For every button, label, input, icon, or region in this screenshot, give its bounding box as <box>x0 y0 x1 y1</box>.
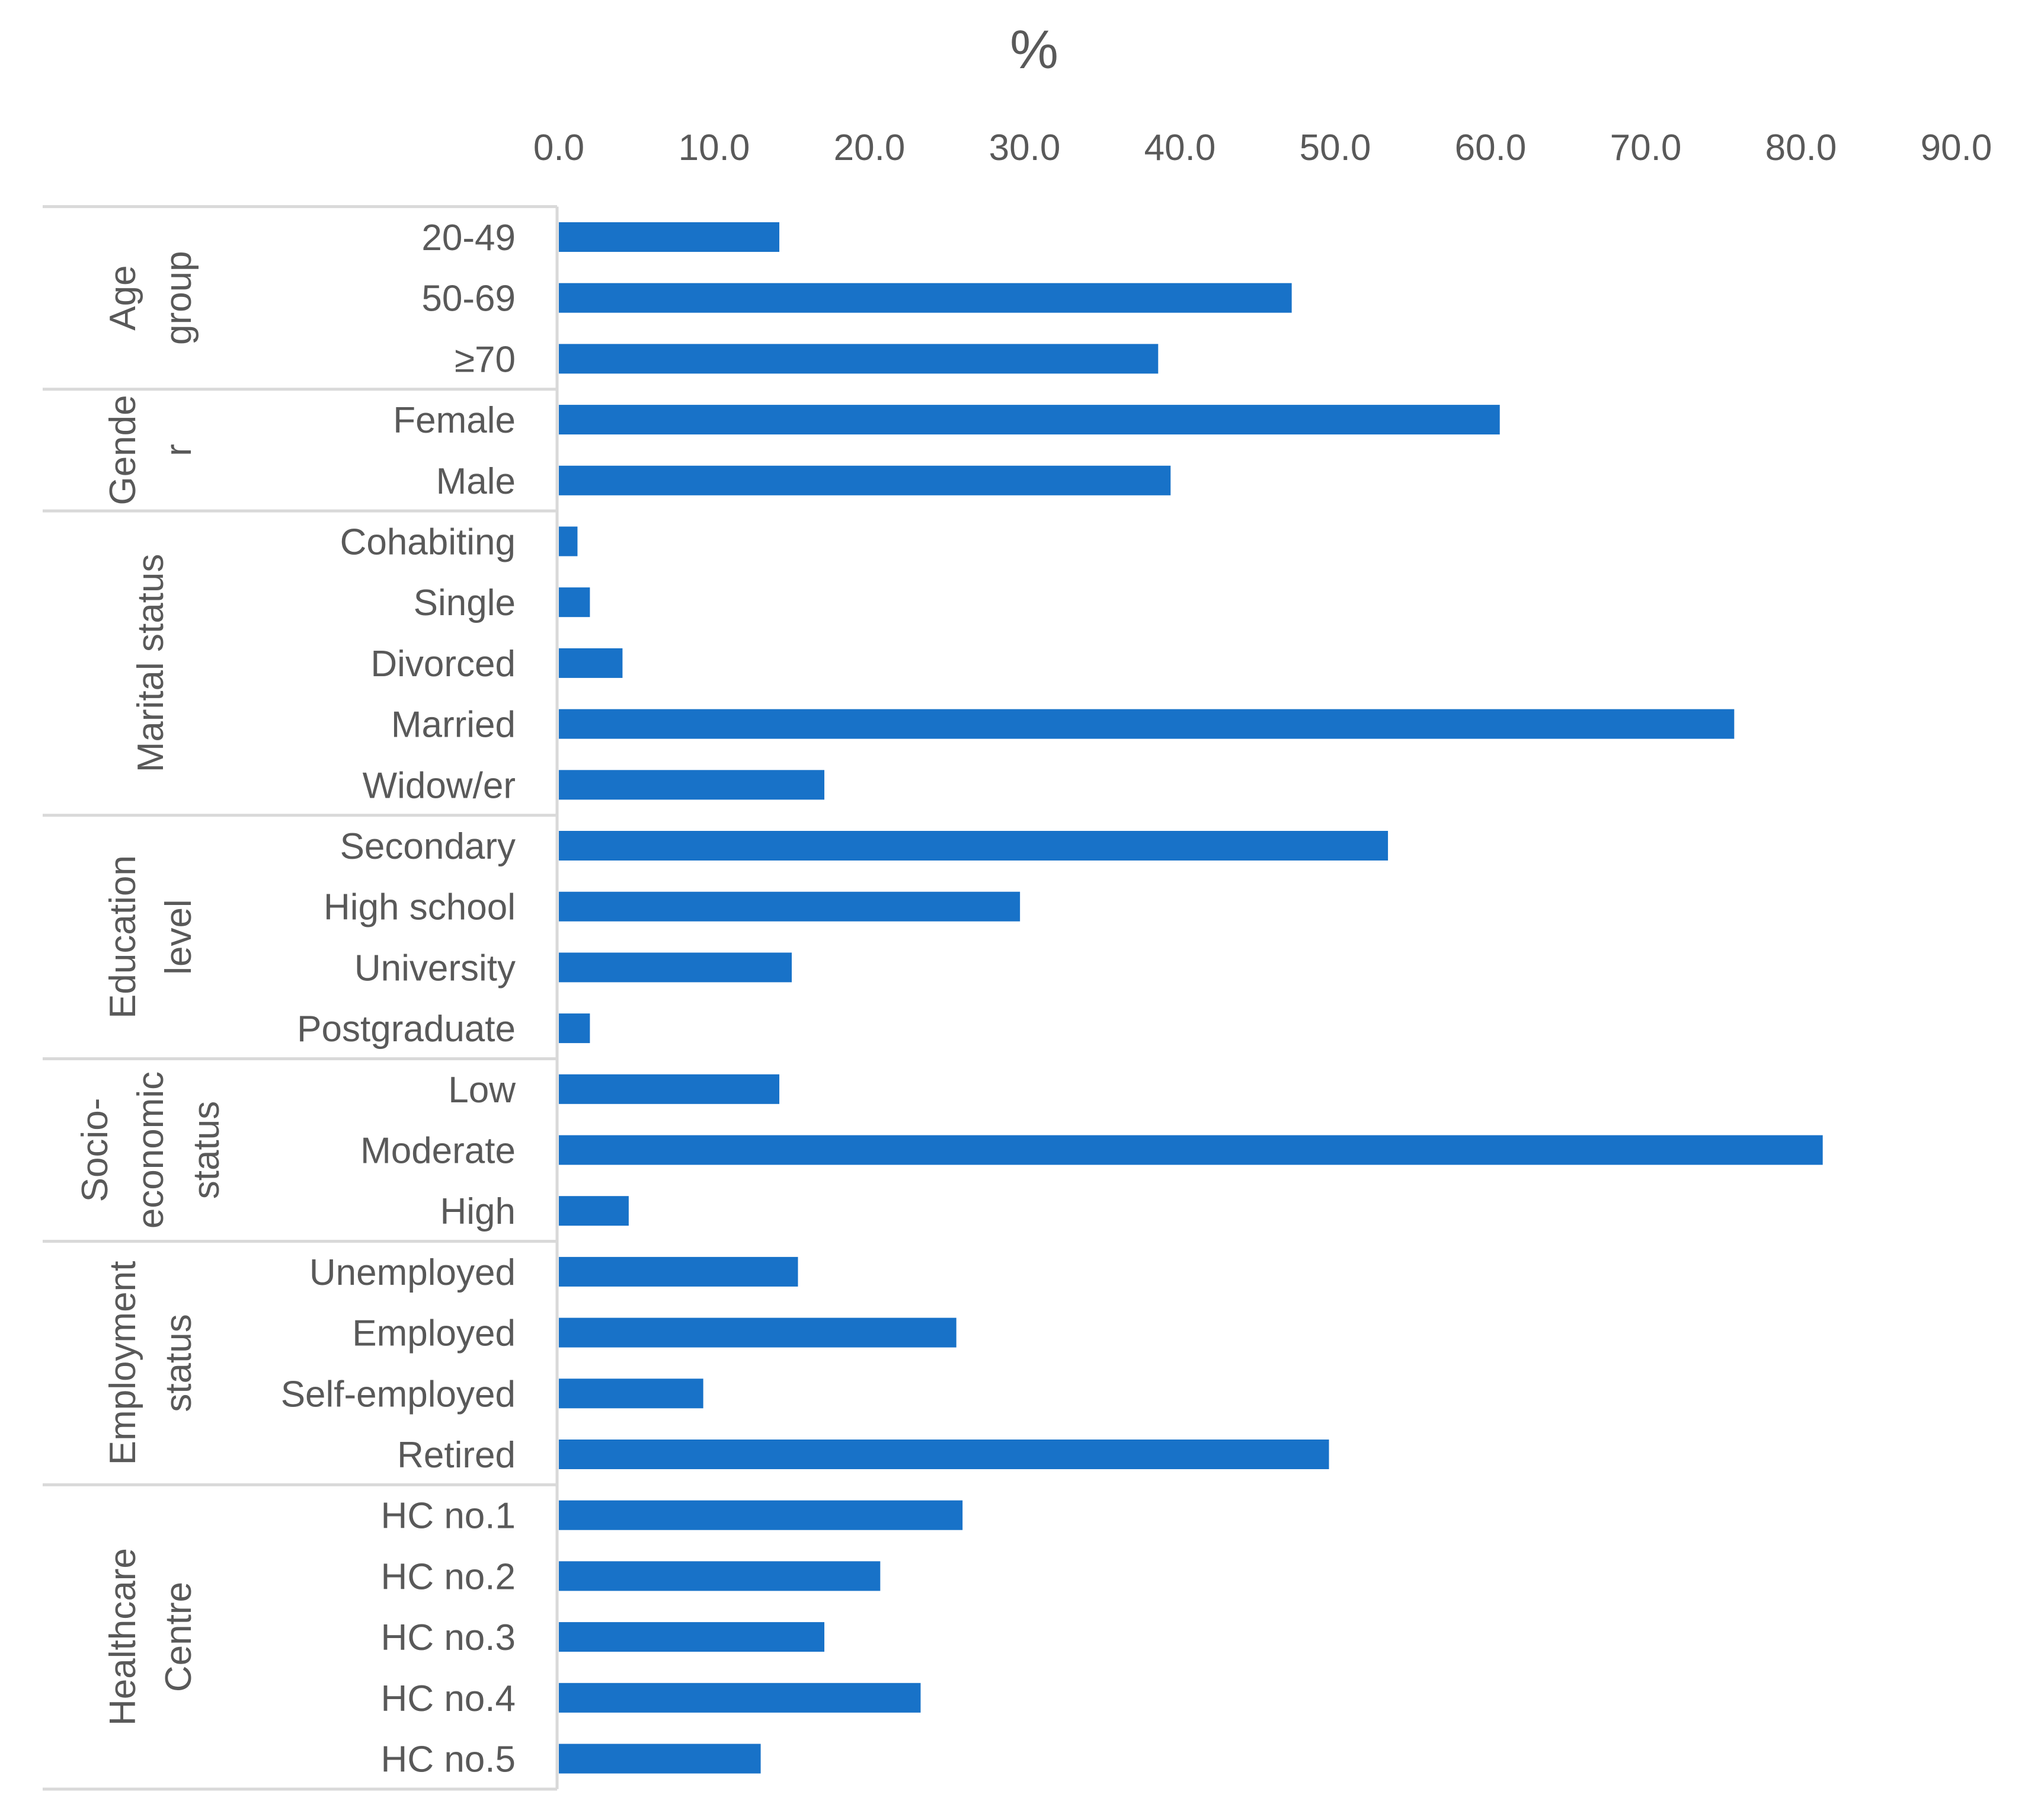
x-tick-label: 40.0 <box>1144 127 1216 168</box>
category-label: HC no.4 <box>381 1678 516 1719</box>
group-label: Marital status <box>130 554 171 773</box>
group-label-line: Age <box>103 266 143 331</box>
category-label: Secondary <box>340 826 516 867</box>
category-label: Unemployed <box>309 1252 516 1293</box>
bar <box>559 952 792 983</box>
group-label-line: r <box>158 444 199 456</box>
group-label-line: status <box>158 1314 199 1412</box>
category-label: High school <box>324 887 516 928</box>
group-label-line: Education <box>103 855 143 1019</box>
x-tick-label: 70.0 <box>1610 127 1682 168</box>
category-label: HC no.2 <box>381 1556 516 1597</box>
group-label-line: Gende <box>103 395 143 505</box>
bar <box>559 1744 761 1774</box>
category-label: ≥70 <box>455 339 516 380</box>
bar <box>559 465 1171 495</box>
category-label: University <box>354 948 516 989</box>
group-label: Healthcare Centre <box>103 1548 199 1726</box>
group-label: Employment status <box>103 1261 199 1466</box>
category-label: Widow/er <box>363 765 516 806</box>
bars <box>559 222 1823 1774</box>
group-label: Socio-economic status <box>75 1071 227 1229</box>
category-label: Postgraduate <box>297 1009 516 1050</box>
bar <box>559 1622 825 1652</box>
bar <box>559 1135 1823 1165</box>
bar <box>559 1440 1329 1469</box>
x-tick-label: 50.0 <box>1300 127 1371 168</box>
x-tick-label: 10.0 <box>679 127 750 168</box>
bar <box>559 1683 921 1713</box>
x-tick-label: 20.0 <box>834 127 906 168</box>
group-label-line: Socio- <box>75 1098 116 1202</box>
bar <box>559 1196 629 1226</box>
category-label: Single <box>414 583 516 623</box>
bar <box>559 1500 963 1530</box>
x-tick-label: 90.0 <box>1921 127 1992 168</box>
x-tick-label: 60.0 <box>1455 127 1527 168</box>
category-label: Retired <box>397 1435 516 1476</box>
category-label: 20-49 <box>421 217 516 258</box>
group-label-line: level <box>158 899 199 975</box>
group-label: Gende r <box>103 395 199 505</box>
bar <box>559 709 1735 739</box>
group-label: Education level <box>103 855 199 1019</box>
bar <box>559 1317 956 1348</box>
group-label-line: Employment <box>103 1261 143 1466</box>
category-label: Cohabiting <box>340 522 516 563</box>
bar <box>559 1256 798 1287</box>
bar <box>559 344 1159 374</box>
group-label: Age group <box>103 251 199 345</box>
bar <box>559 770 825 800</box>
category-label: Male <box>436 461 516 502</box>
category-labels: 20-49 50-69 ≥70 Female Male Cohabiting Single D… <box>281 217 516 1780</box>
category-label: HC no.5 <box>381 1739 516 1780</box>
x-axis-title: % <box>1010 20 1058 80</box>
category-label: Self-employed <box>281 1374 516 1415</box>
bar <box>559 222 780 252</box>
group-separators <box>43 205 559 1791</box>
category-label: Married <box>391 705 516 746</box>
category-label: 50-69 <box>421 279 516 319</box>
category-label: High <box>440 1191 516 1232</box>
group-label-line: status <box>186 1101 227 1199</box>
bar <box>559 831 1389 861</box>
bar <box>559 891 1021 922</box>
group-labels: Age group Gende r Marital status Education lev… <box>75 251 227 1726</box>
category-label: Female <box>393 400 516 441</box>
group-label-line: economic <box>130 1071 171 1229</box>
category-label: Divorced <box>370 644 516 685</box>
category-label: Low <box>448 1070 516 1111</box>
bar <box>559 526 578 556</box>
category-label: Moderate <box>360 1131 516 1172</box>
bar <box>559 1561 881 1591</box>
group-label-line: Centre <box>158 1582 199 1692</box>
category-label: HC no.1 <box>381 1496 516 1537</box>
x-axis-ticks: 0.0 10.0 20.0 30.0 40.0 50.0 60.0 70.0 80.0 90.0 <box>533 127 1992 168</box>
x-tick-label: 0.0 <box>533 127 584 168</box>
bar <box>559 1378 703 1409</box>
bar <box>559 648 623 678</box>
x-tick-label: 80.0 <box>1765 127 1837 168</box>
bar <box>559 1013 590 1044</box>
category-label: Employed <box>352 1313 516 1354</box>
category-label: HC no.3 <box>381 1617 516 1658</box>
group-label-line: group <box>158 251 199 345</box>
group-label-line: Healthcare <box>103 1548 143 1726</box>
x-tick-label: 30.0 <box>989 127 1061 168</box>
bar <box>559 283 1292 313</box>
bar <box>559 405 1500 435</box>
group-label-line: Marital status <box>130 554 171 773</box>
bar <box>559 1074 780 1104</box>
bar <box>559 587 590 618</box>
